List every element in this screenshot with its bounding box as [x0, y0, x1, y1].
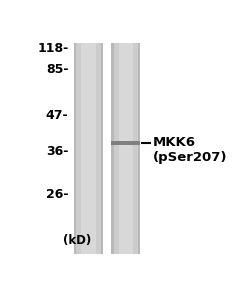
- Bar: [101, 43, 103, 254]
- Bar: [138, 43, 140, 254]
- Bar: [111, 43, 114, 254]
- Text: (kD): (kD): [63, 234, 91, 247]
- Bar: [74, 43, 103, 254]
- Text: 85-: 85-: [46, 63, 68, 76]
- Text: 47-: 47-: [46, 109, 68, 122]
- Bar: [111, 141, 140, 146]
- Bar: [74, 43, 76, 254]
- Text: 118-: 118-: [37, 42, 68, 55]
- Bar: [119, 43, 133, 254]
- Text: 36-: 36-: [46, 145, 68, 158]
- Text: 26-: 26-: [46, 188, 68, 201]
- Text: MKK6
(pSer207): MKK6 (pSer207): [153, 136, 227, 164]
- Bar: [111, 43, 140, 254]
- Bar: [81, 43, 96, 254]
